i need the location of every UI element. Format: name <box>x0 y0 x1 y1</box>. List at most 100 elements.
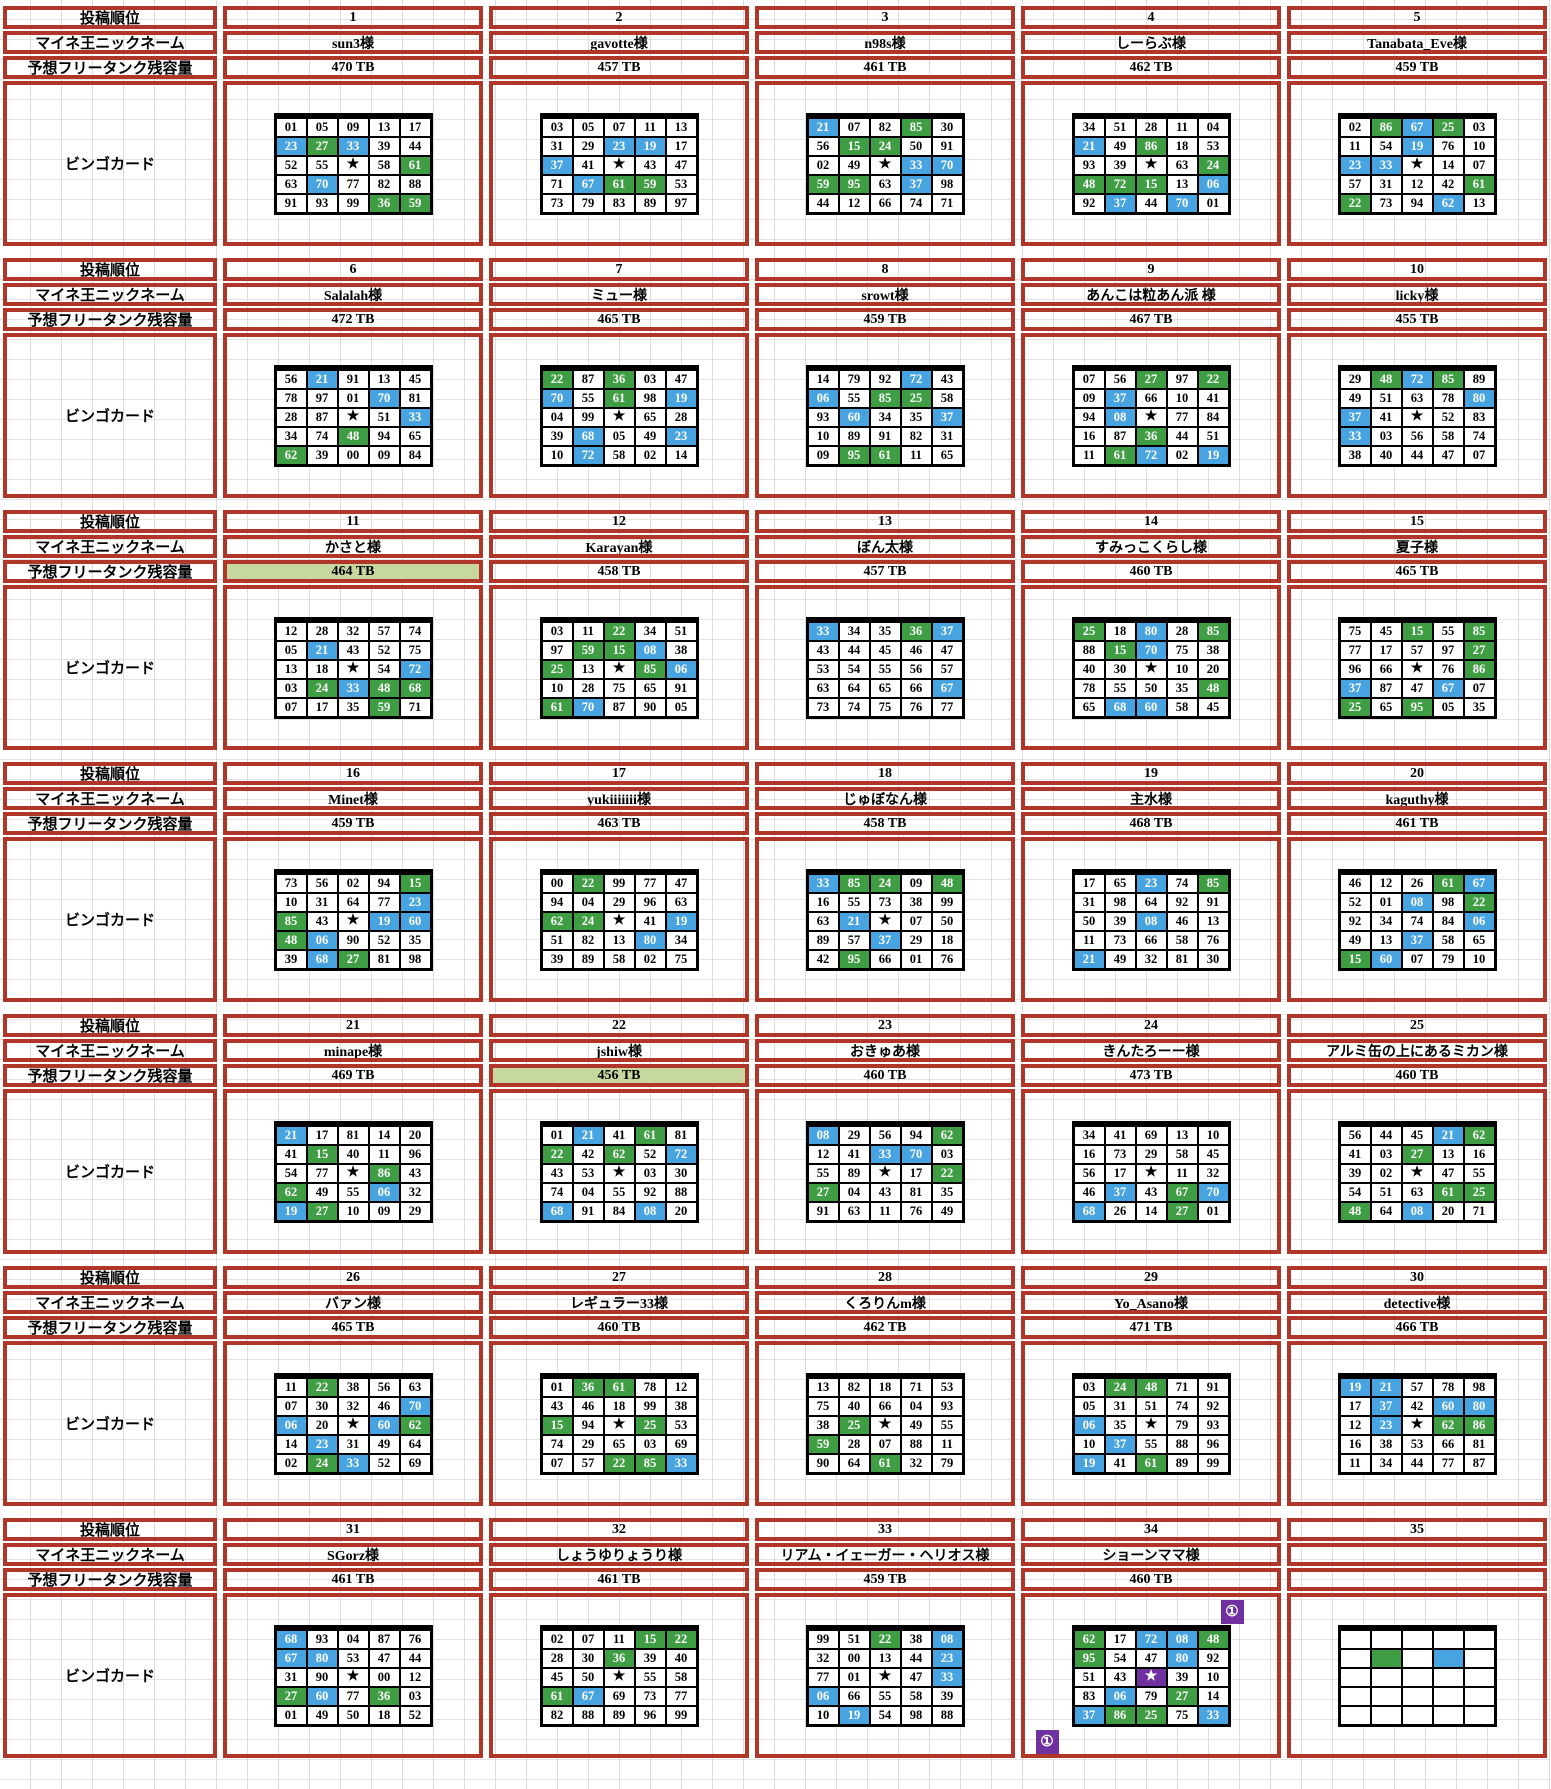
post-order-value[interactable]: 22 <box>489 1014 749 1037</box>
capacity-value-highlighted[interactable]: 456 TB <box>489 1064 749 1087</box>
nickname-value[interactable]: yukiiiiiii様 <box>489 787 749 810</box>
nickname-value[interactable]: Karayan様 <box>489 535 749 558</box>
post-order-value[interactable]: 32 <box>489 1518 749 1541</box>
capacity-value[interactable]: 470 TB <box>223 56 483 79</box>
capacity-value[interactable]: 459 TB <box>755 308 1015 331</box>
post-order-value[interactable]: 20 <box>1287 762 1547 785</box>
capacity-value[interactable]: 457 TB <box>489 56 749 79</box>
post-order-value[interactable]: 16 <box>223 762 483 785</box>
nickname-value[interactable]: すみっこくらし様 <box>1021 535 1281 558</box>
post-order-value[interactable]: 19 <box>1021 762 1281 785</box>
nickname-value[interactable]: じゅぼなん様 <box>755 787 1015 810</box>
post-order-value[interactable]: 12 <box>489 510 749 533</box>
capacity-value[interactable]: 460 TB <box>1021 560 1281 583</box>
post-order-value[interactable]: 31 <box>223 1518 483 1541</box>
nickname-value[interactable]: アルミ缶の上にあるミカン様 <box>1287 1039 1547 1062</box>
nickname-value[interactable]: jshiw様 <box>489 1039 749 1062</box>
post-order-value[interactable]: 25 <box>1287 1014 1547 1037</box>
nickname-value[interactable]: レギュラー33様 <box>489 1291 749 1314</box>
capacity-value[interactable]: 455 TB <box>1287 308 1547 331</box>
nickname-value[interactable]: kaguthy様 <box>1287 787 1547 810</box>
post-order-value[interactable]: 30 <box>1287 1266 1547 1289</box>
nickname-value[interactable]: n98s様 <box>755 31 1015 54</box>
capacity-value[interactable]: 463 TB <box>489 812 749 835</box>
nickname-value[interactable]: しょうゆりょうり様 <box>489 1543 749 1566</box>
capacity-value[interactable]: 461 TB <box>755 56 1015 79</box>
nickname-value[interactable]: バァン様 <box>223 1291 483 1314</box>
capacity-value[interactable]: 460 TB <box>755 1064 1015 1087</box>
nickname-value[interactable]: Salalah様 <box>223 283 483 306</box>
nickname-value[interactable]: くろりんm様 <box>755 1291 1015 1314</box>
post-order-value[interactable]: 15 <box>1287 510 1547 533</box>
post-order-value[interactable]: 35 <box>1287 1518 1547 1541</box>
capacity-value-highlighted[interactable]: 464 TB <box>223 560 483 583</box>
capacity-value[interactable]: 460 TB <box>489 1316 749 1339</box>
nickname-value[interactable]: licky様 <box>1287 283 1547 306</box>
post-order-value[interactable]: 26 <box>223 1266 483 1289</box>
nickname-value[interactable]: ミュー様 <box>489 283 749 306</box>
capacity-value[interactable]: 461 TB <box>223 1568 483 1591</box>
capacity-value[interactable]: 467 TB <box>1021 308 1281 331</box>
capacity-value[interactable]: 462 TB <box>755 1316 1015 1339</box>
capacity-value[interactable]: 465 TB <box>1287 560 1547 583</box>
post-order-value[interactable]: 17 <box>489 762 749 785</box>
post-order-value[interactable]: 33 <box>755 1518 1015 1541</box>
post-order-value[interactable]: 28 <box>755 1266 1015 1289</box>
nickname-value[interactable] <box>1287 1543 1547 1566</box>
post-order-value[interactable]: 3 <box>755 6 1015 29</box>
capacity-value[interactable]: 465 TB <box>489 308 749 331</box>
nickname-value[interactable]: あんこは粒あん派 様 <box>1021 283 1281 306</box>
post-order-value[interactable]: 4 <box>1021 6 1281 29</box>
nickname-value[interactable]: おきゅあ様 <box>755 1039 1015 1062</box>
post-order-value[interactable]: 9 <box>1021 258 1281 281</box>
post-order-value[interactable]: 10 <box>1287 258 1547 281</box>
capacity-value[interactable]: 468 TB <box>1021 812 1281 835</box>
post-order-value[interactable]: 18 <box>755 762 1015 785</box>
nickname-value[interactable]: srowt様 <box>755 283 1015 306</box>
nickname-value[interactable]: Yo_Asano様 <box>1021 1291 1281 1314</box>
capacity-value[interactable]: 461 TB <box>489 1568 749 1591</box>
post-order-value[interactable]: 21 <box>223 1014 483 1037</box>
nickname-value[interactable]: SGorz様 <box>223 1543 483 1566</box>
nickname-value[interactable]: minape様 <box>223 1039 483 1062</box>
nickname-value[interactable]: 主水様 <box>1021 787 1281 810</box>
nickname-value[interactable]: ショーンママ様 <box>1021 1543 1281 1566</box>
capacity-value[interactable]: 457 TB <box>755 560 1015 583</box>
nickname-value[interactable]: 夏子様 <box>1287 535 1547 558</box>
post-order-value[interactable]: 24 <box>1021 1014 1281 1037</box>
capacity-value[interactable] <box>1287 1568 1547 1591</box>
post-order-value[interactable]: 29 <box>1021 1266 1281 1289</box>
capacity-value[interactable]: 473 TB <box>1021 1064 1281 1087</box>
post-order-value[interactable]: 34 <box>1021 1518 1281 1541</box>
nickname-value[interactable]: sun3様 <box>223 31 483 54</box>
post-order-value[interactable]: 27 <box>489 1266 749 1289</box>
post-order-value[interactable]: 8 <box>755 258 1015 281</box>
capacity-value[interactable]: 462 TB <box>1021 56 1281 79</box>
post-order-value[interactable]: 2 <box>489 6 749 29</box>
capacity-value[interactable]: 460 TB <box>1021 1568 1281 1591</box>
post-order-value[interactable]: 13 <box>755 510 1015 533</box>
nickname-value[interactable]: しーらぶ様 <box>1021 31 1281 54</box>
capacity-value[interactable]: 465 TB <box>223 1316 483 1339</box>
nickname-value[interactable]: Tanabata_Eve様 <box>1287 31 1547 54</box>
post-order-value[interactable]: 23 <box>755 1014 1015 1037</box>
capacity-value[interactable]: 458 TB <box>489 560 749 583</box>
nickname-value[interactable]: Minet様 <box>223 787 483 810</box>
capacity-value[interactable]: 471 TB <box>1021 1316 1281 1339</box>
capacity-value[interactable]: 461 TB <box>1287 812 1547 835</box>
post-order-value[interactable]: 1 <box>223 6 483 29</box>
nickname-value[interactable]: ぼん太様 <box>755 535 1015 558</box>
capacity-value[interactable]: 466 TB <box>1287 1316 1547 1339</box>
capacity-value[interactable]: 472 TB <box>223 308 483 331</box>
post-order-value[interactable]: 14 <box>1021 510 1281 533</box>
post-order-value[interactable]: 5 <box>1287 6 1547 29</box>
post-order-value[interactable]: 6 <box>223 258 483 281</box>
post-order-value[interactable]: 7 <box>489 258 749 281</box>
capacity-value[interactable]: 458 TB <box>755 812 1015 835</box>
capacity-value[interactable]: 469 TB <box>223 1064 483 1087</box>
capacity-value[interactable]: 459 TB <box>1287 56 1547 79</box>
capacity-value[interactable]: 459 TB <box>223 812 483 835</box>
post-order-value[interactable]: 11 <box>223 510 483 533</box>
nickname-value[interactable]: きんたろーー様 <box>1021 1039 1281 1062</box>
capacity-value[interactable]: 459 TB <box>755 1568 1015 1591</box>
